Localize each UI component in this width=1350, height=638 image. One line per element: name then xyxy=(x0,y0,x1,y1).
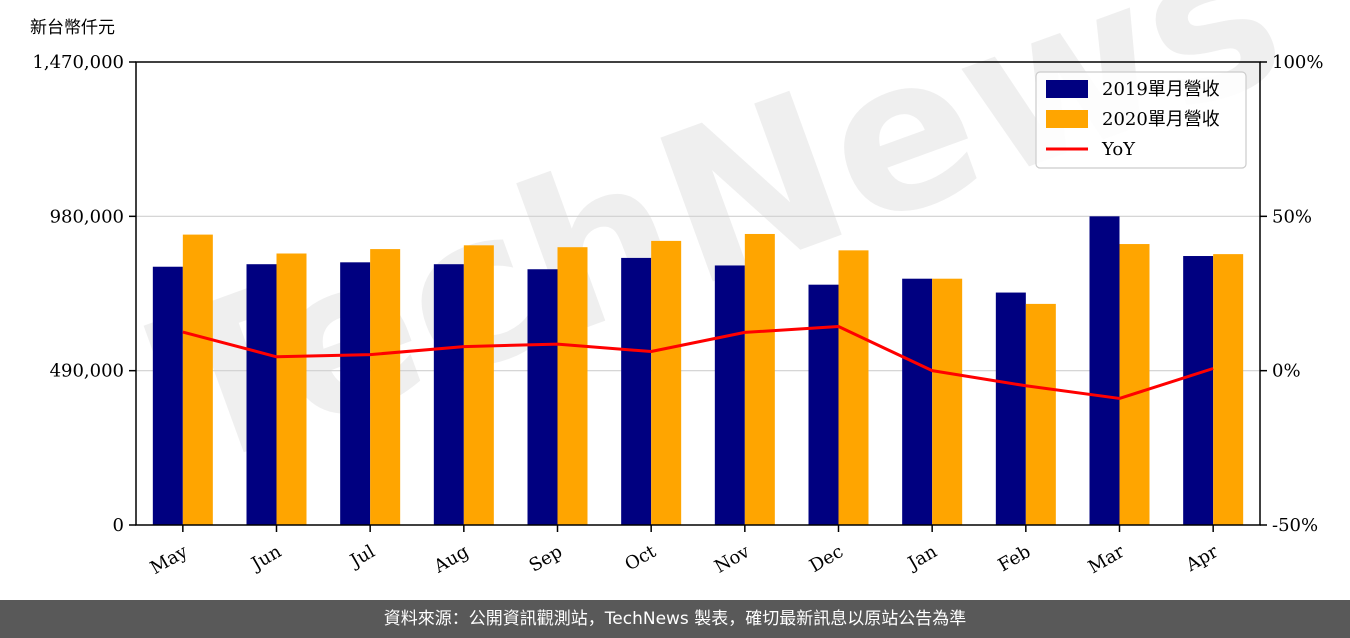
bar-series1-mar xyxy=(1089,216,1120,526)
bar-series1-nov xyxy=(714,265,745,525)
bar-series1-jul xyxy=(340,262,371,525)
right-tick-label: 50% xyxy=(1272,206,1312,227)
x-tick-label-apr: Apr xyxy=(1182,541,1222,576)
legend-swatch-2 xyxy=(1046,110,1088,128)
legend-label-2: 2020單月營收 xyxy=(1102,109,1220,130)
right-tick-label: 0% xyxy=(1272,361,1301,382)
footer-bar: 資料來源：公開資訊觀測站，TechNews 製表，確切最新訊息以原站公告為準 xyxy=(0,600,1350,638)
bar-series2-aug xyxy=(463,245,494,525)
x-tick-label-sep: Sep xyxy=(526,541,566,576)
bar-series1-may xyxy=(152,266,183,525)
x-tick-label-jun: Jun xyxy=(246,541,285,576)
bar-series1-jan xyxy=(902,278,933,525)
x-tick-label-may: May xyxy=(147,541,192,579)
bar-series2-jul xyxy=(370,249,401,526)
x-tick-label-oct: Oct xyxy=(621,541,660,576)
bar-series2-apr xyxy=(1213,254,1244,525)
yoy-line xyxy=(182,325,1214,400)
bars xyxy=(152,216,1244,526)
bar-series2-feb xyxy=(1025,303,1056,525)
bar-series2-oct xyxy=(651,240,682,525)
bar-series2-mar xyxy=(1119,244,1150,525)
bar-series2-may xyxy=(182,234,213,525)
bar-series1-apr xyxy=(1183,256,1214,525)
grid-lines xyxy=(136,215,1260,372)
footer-text: 資料來源：公開資訊觀測站，TechNews 製表，確切最新訊息以原站公告為準 xyxy=(383,609,967,629)
yoy-line-group xyxy=(182,325,1214,400)
bar-series2-sep xyxy=(557,247,588,525)
bar-series2-nov xyxy=(744,233,775,525)
legend-box xyxy=(1035,71,1247,169)
left-tick-label: 1,470,000 xyxy=(32,52,124,73)
left-tick-label: 490,000 xyxy=(50,361,124,382)
left-tick-label: 980,000 xyxy=(50,206,124,227)
x-tick-label-feb: Feb xyxy=(995,541,1035,576)
legend-label-1: 2019單月營收 xyxy=(1102,79,1220,100)
bar-series2-jun xyxy=(276,253,307,525)
x-tick-label-jul: Jul xyxy=(345,541,379,573)
right-tick-label: -50% xyxy=(1272,515,1318,536)
left-tick-label: 0 xyxy=(113,515,124,536)
x-tick-label-nov: Nov xyxy=(711,541,754,578)
legend-label-3: YoY xyxy=(1101,139,1136,160)
bar-series2-jan xyxy=(932,278,963,525)
bar-series1-aug xyxy=(433,264,464,525)
x-tick-label-jan: Jan xyxy=(903,541,941,575)
bar-series1-sep xyxy=(527,269,558,525)
bar-series1-feb xyxy=(995,292,1026,525)
legend: 2019單月營收 2020單月營收 YoY xyxy=(1035,71,1247,169)
bar-series1-oct xyxy=(621,257,652,525)
bar-series2-dec xyxy=(838,250,869,525)
bar-series1-dec xyxy=(808,284,839,525)
legend-swatch-1 xyxy=(1046,80,1088,98)
chart: 新台幣仟元 TechNews 0490,000980,0001,470,000-… xyxy=(30,0,1323,579)
x-tick-label-dec: Dec xyxy=(806,541,847,577)
bar-series1-jun xyxy=(246,264,277,525)
axes xyxy=(135,61,1261,526)
plot-frame xyxy=(135,61,1261,526)
unit-label: 新台幣仟元 xyxy=(30,18,115,38)
x-tick-label-mar: Mar xyxy=(1085,541,1129,578)
x-tick-label-aug: Aug xyxy=(430,541,473,578)
right-tick-label: 100% xyxy=(1272,52,1323,73)
